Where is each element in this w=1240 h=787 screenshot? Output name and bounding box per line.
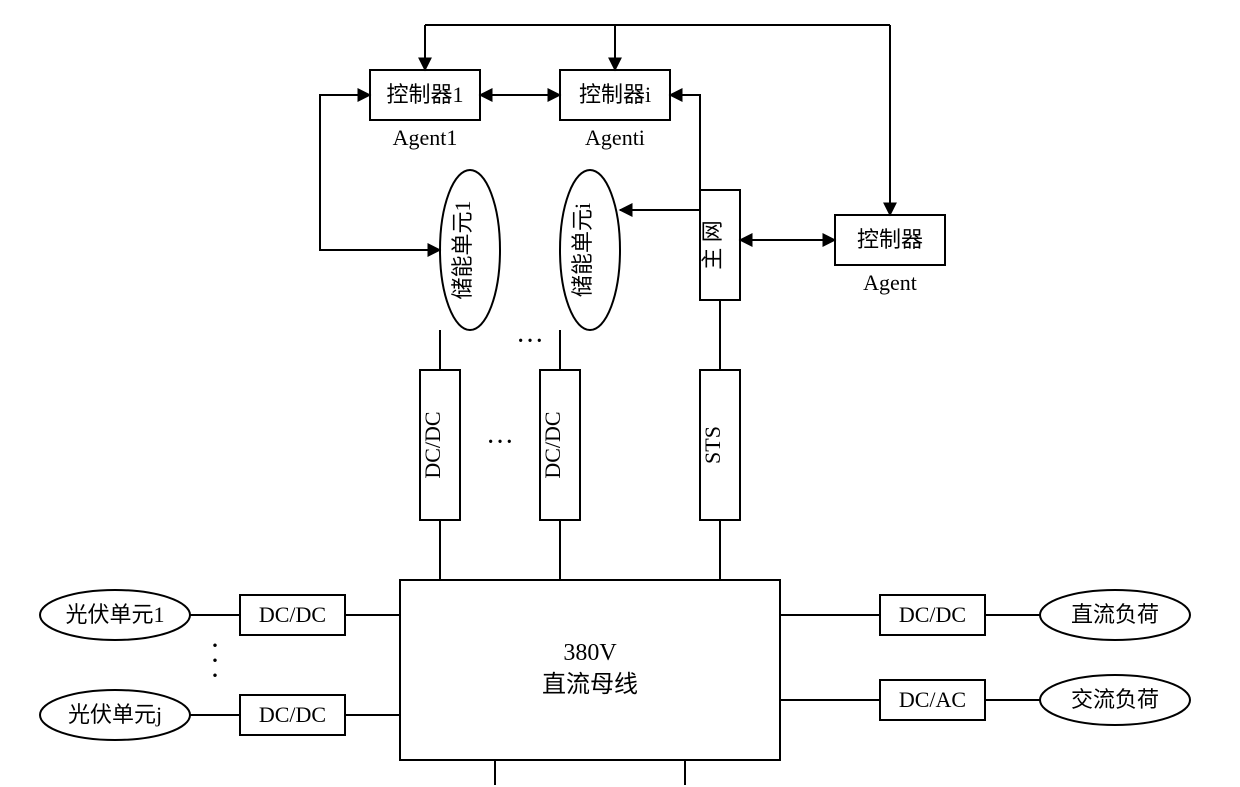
controller-1-label: 控制器1 [386, 82, 463, 107]
pv-dot-3: · [210, 659, 220, 692]
controller-i-label: 控制器i [579, 82, 651, 107]
ac-load-label: 交流负荷 [1071, 687, 1159, 712]
dcac-load-label: DC/AC [899, 687, 966, 712]
main-grid-label: 主 网 [700, 220, 725, 270]
bus-label-1: 380V [563, 640, 617, 666]
dcdc-storage-i-label: DC/DC [540, 411, 565, 478]
controller-1-sublabel: Agent1 [393, 125, 458, 150]
pv-1-label: 光伏单元1 [65, 602, 164, 627]
controller-i-sublabel: Agenti [585, 125, 645, 150]
dcdc-load-label: DC/DC [899, 602, 966, 627]
storage-i-label: 储能单元i [570, 203, 595, 297]
bus-label-2: 直流母线 [542, 671, 638, 698]
storage-ellipsis: ··· [516, 326, 544, 357]
storage-1-label: 储能单元1 [450, 200, 475, 299]
dcdc-pvj-label: DC/DC [259, 702, 326, 727]
controller-right-label: 控制器 [857, 227, 923, 252]
sts-label: STS [700, 426, 725, 464]
dcdc-storage-1-label: DC/DC [420, 411, 445, 478]
controller-right-sublabel: Agent [863, 270, 917, 295]
dcdc-pv1-label: DC/DC [259, 602, 326, 627]
pv-j-label: 光伏单元j [68, 702, 162, 727]
bus-box [400, 580, 780, 760]
dcdc-ellipsis: ··· [486, 427, 514, 458]
dc-load-label: 直流负荷 [1071, 602, 1159, 627]
